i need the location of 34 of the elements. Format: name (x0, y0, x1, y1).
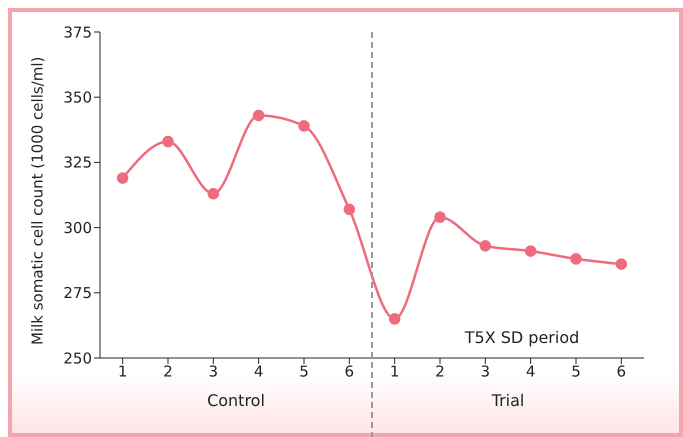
x-tick-label: 5 (571, 362, 581, 381)
point (616, 258, 628, 270)
x-tick-label: 6 (344, 362, 354, 381)
point (116, 172, 128, 184)
point (570, 253, 582, 265)
y-tick-label: 375 (63, 23, 92, 42)
point (434, 211, 446, 223)
x-tick-label: 6 (616, 362, 626, 381)
x-tick-label: 1 (390, 362, 400, 381)
x-tick-label: 4 (254, 362, 264, 381)
x-tick-label: 1 (118, 362, 128, 381)
y-axis-title: Milk somatic cell count (1000 cells/ml) (28, 56, 46, 345)
x-tick-label: 5 (299, 362, 309, 381)
annotation: T5X SD period (464, 328, 580, 347)
x-tick-label: 3 (208, 362, 218, 381)
point (480, 240, 492, 252)
y-tick-label: 325 (63, 154, 92, 172)
point (252, 110, 264, 122)
y-tick-label: 275 (63, 284, 92, 302)
point (344, 204, 356, 216)
point (388, 313, 400, 325)
x-tick-label: 2 (163, 362, 173, 381)
point (162, 136, 174, 148)
y-tick-label: 350 (63, 88, 92, 107)
text: Trial (490, 391, 526, 410)
point (298, 120, 310, 132)
x-tick-label: 3 (480, 362, 490, 381)
point (524, 245, 536, 257)
point (208, 188, 220, 200)
x-tick-label: 4 (526, 362, 536, 381)
y-tick-label: 250 (63, 349, 92, 368)
x-tick-label: 2 (435, 362, 445, 381)
y-tick-label: 300 (63, 218, 92, 237)
text: Control (206, 391, 266, 410)
